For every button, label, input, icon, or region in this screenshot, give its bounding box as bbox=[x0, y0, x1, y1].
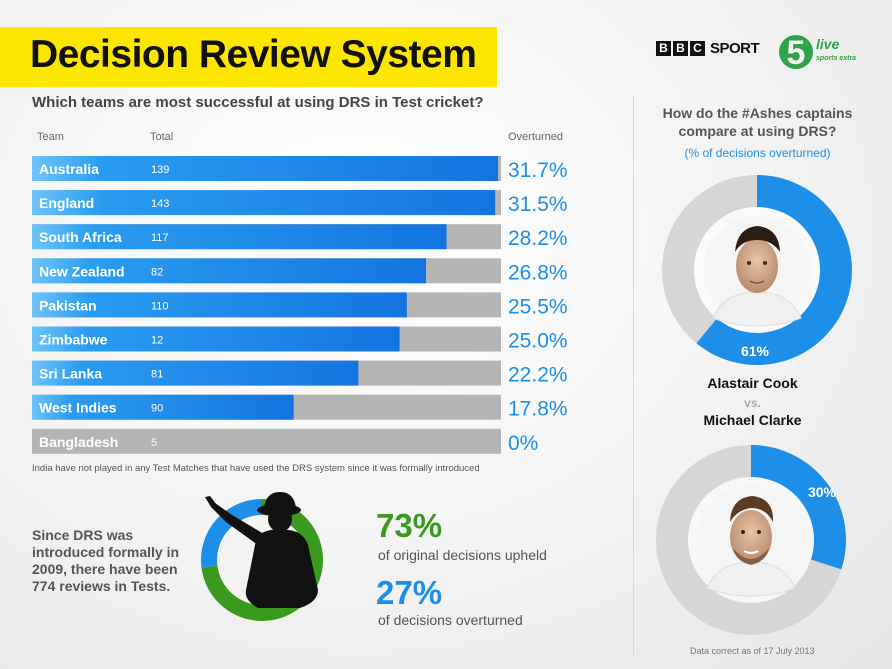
bar-track bbox=[32, 428, 501, 454]
total-label: 139 bbox=[151, 164, 169, 176]
captain-donut-overturned bbox=[696, 175, 852, 365]
overturned-value-label: 31.5% bbox=[508, 193, 568, 216]
captains-subtitle: (% of decisions overturned) bbox=[684, 146, 831, 160]
panel-divider bbox=[633, 95, 634, 655]
total-label: 5 bbox=[151, 437, 157, 449]
bar bbox=[32, 394, 294, 420]
captain-donut-track bbox=[656, 445, 842, 635]
captain-percent-label: 30% bbox=[808, 484, 837, 500]
bbc-letter: C bbox=[690, 41, 705, 56]
bbc-sport-word: SPORT bbox=[710, 40, 760, 57]
india-footnote: India have not played in any Test Matche… bbox=[32, 463, 480, 474]
5-live-five: 5 bbox=[787, 34, 806, 71]
team-label: Pakistan bbox=[39, 297, 97, 313]
total-label: 12 bbox=[151, 335, 163, 347]
versus-label: vs. bbox=[744, 396, 761, 410]
team-label: Sri Lanka bbox=[39, 366, 102, 382]
total-label: 82 bbox=[151, 266, 163, 278]
team-label: West Indies bbox=[39, 400, 117, 416]
bar bbox=[32, 190, 496, 216]
donut-segment-overturned bbox=[201, 499, 263, 568]
bar bbox=[32, 326, 400, 352]
column-header-total: Total bbox=[150, 131, 174, 143]
5-live-sports-extra: sports extra bbox=[816, 55, 856, 62]
total-label: 110 bbox=[151, 300, 169, 312]
overturned-value-label: 0% bbox=[508, 432, 538, 455]
overturned-value-label: 26.8% bbox=[508, 261, 568, 284]
overturned-value-label: 25.5% bbox=[508, 295, 568, 318]
upheld-percent: 73% bbox=[376, 507, 443, 544]
captains-question: How do the #Ashes captains compare at us… bbox=[662, 105, 853, 139]
total-label: 117 bbox=[151, 232, 169, 244]
overturned-value-label: 22.2% bbox=[508, 364, 568, 387]
overturned-label: of decisions overturned bbox=[378, 612, 523, 628]
captain-percent-label: 61% bbox=[741, 343, 770, 359]
data-date-note: Data correct as of 17 July 2013 bbox=[690, 646, 815, 656]
title-banner bbox=[0, 27, 497, 87]
bar bbox=[32, 224, 447, 250]
bar bbox=[32, 292, 407, 318]
bbc-sport-logo: B B C SPORT bbox=[656, 40, 760, 57]
total-label: 81 bbox=[151, 369, 163, 381]
alastair-cook-photo bbox=[703, 216, 811, 327]
bar bbox=[32, 360, 359, 386]
michael-clarke-photo bbox=[696, 485, 806, 597]
5-live-live: live bbox=[816, 36, 840, 52]
overturned-percent: 27% bbox=[376, 574, 443, 611]
team-label: England bbox=[39, 195, 94, 211]
umpire-silhouette-icon bbox=[205, 492, 318, 608]
total-label: 143 bbox=[151, 198, 169, 210]
captain-name-cook: Alastair Cook bbox=[707, 375, 798, 391]
team-label: New Zealand bbox=[39, 263, 125, 279]
team-label: Zimbabwe bbox=[39, 332, 108, 348]
total-label: 90 bbox=[151, 403, 163, 415]
bar bbox=[32, 258, 427, 284]
column-header-overturned: Overturned bbox=[508, 131, 564, 143]
bbc-letter: B bbox=[656, 41, 671, 56]
overturned-value-label: 31.7% bbox=[508, 159, 568, 182]
page-title: Decision Review System bbox=[30, 33, 477, 76]
column-header-team: Team bbox=[37, 131, 64, 143]
bbc-letter: B bbox=[673, 41, 688, 56]
team-label: Australia bbox=[39, 161, 99, 177]
team-label: South Africa bbox=[39, 229, 122, 245]
5-live-logo: 5 live sports extra bbox=[779, 34, 856, 71]
captain-name-clarke: Michael Clarke bbox=[703, 412, 802, 428]
overturned-value-label: 25.0% bbox=[508, 330, 568, 353]
summary-text: Since DRS was introduced formally in 200… bbox=[32, 527, 180, 594]
captain-donut-track bbox=[662, 175, 758, 344]
overturned-value-label: 17.8% bbox=[508, 398, 568, 421]
bar bbox=[32, 156, 499, 181]
upheld-label: of original decisions upheld bbox=[378, 547, 547, 563]
overturned-value-label: 28.2% bbox=[508, 227, 568, 250]
team-label: Bangladesh bbox=[39, 434, 118, 450]
chart-subtitle: Which teams are most successful at using… bbox=[32, 94, 484, 111]
captain-donut-overturned bbox=[750, 445, 846, 570]
